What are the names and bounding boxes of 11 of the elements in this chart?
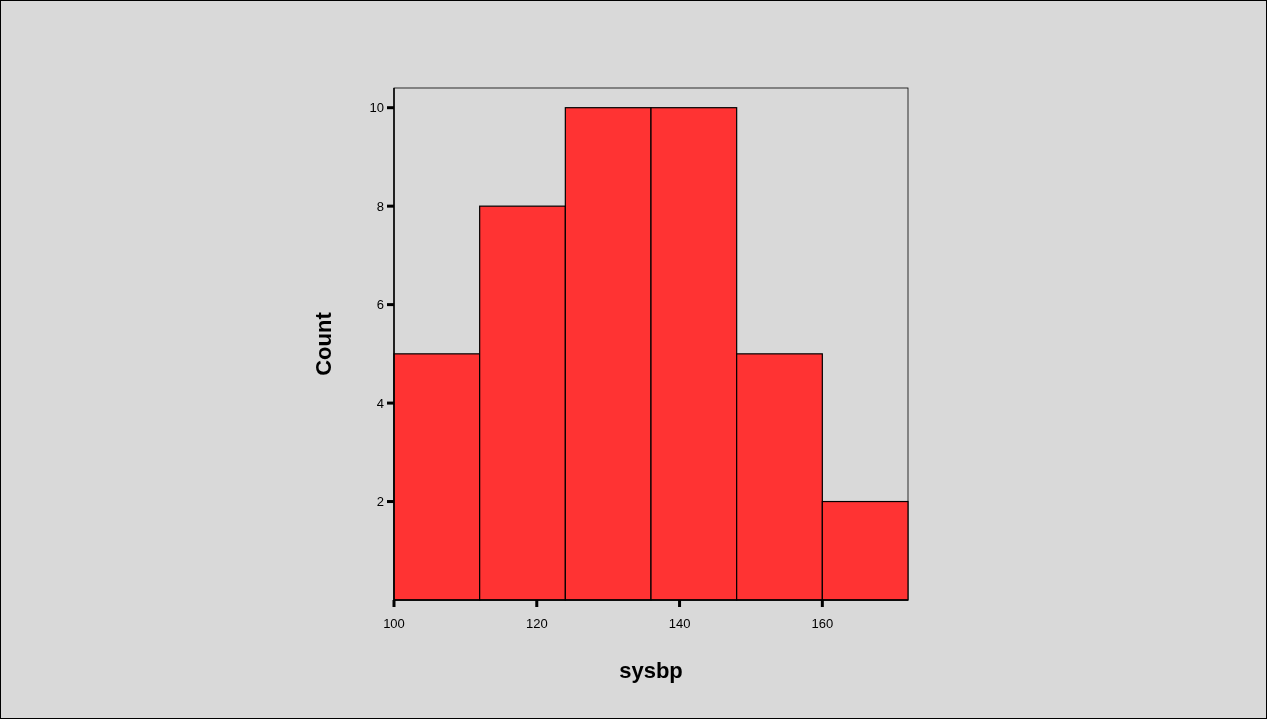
y-tick-label: 2 [376,494,384,510]
y-tick-label: 8 [376,198,384,214]
y-tick-label: 4 [376,395,384,411]
y-tick-label: 6 [376,297,384,313]
x-tick-label: 160 [811,616,834,631]
y-axis-title: Count [311,311,336,376]
y-tick-label: 10 [369,100,384,116]
x-axis-title: sysbp [619,658,683,683]
x-tick-label: 120 [525,616,548,631]
x-tick-label: 140 [668,616,691,631]
x-tick-label: 100 [383,616,405,631]
